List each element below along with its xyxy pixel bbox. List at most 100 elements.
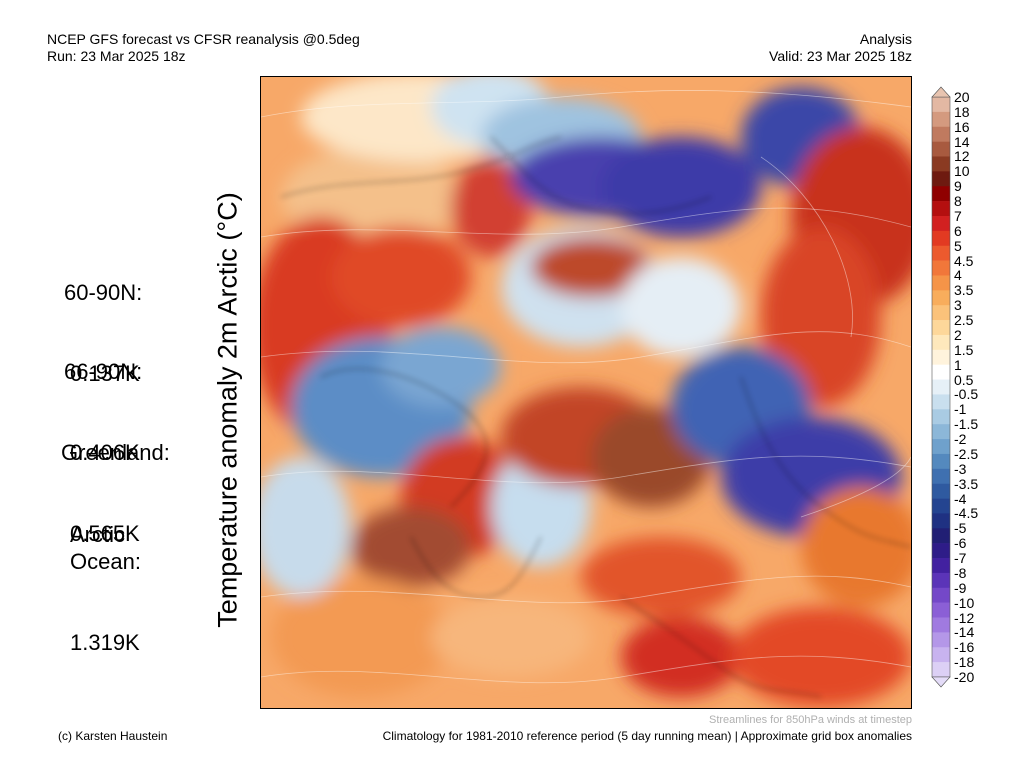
analysis-label: Analysis (859, 31, 912, 47)
colorbar-cell (932, 632, 950, 648)
stat-label: Arctic Ocean: (70, 522, 141, 574)
colorbar (931, 86, 951, 688)
colorbar-cell (932, 483, 950, 499)
colorbar-cell (932, 498, 950, 514)
colorbar-cell (932, 543, 950, 559)
stat-label: 66-90N: (64, 359, 143, 384)
stat-greenland: Greenland: 0.565K (61, 385, 170, 574)
colorbar-cell (932, 424, 950, 440)
streamlines (261, 90, 911, 684)
colorbar-tick-label: 12 (954, 148, 970, 165)
colorbar-cell (932, 572, 950, 589)
valid-time: Valid: 23 Mar 2025 18z (769, 48, 912, 64)
colorbar-tick-label: -1.5 (954, 416, 979, 433)
colorbar-tick-label: -3 (954, 460, 967, 477)
colorbar-cell (932, 558, 950, 574)
colorbar-tick-label: -6 (954, 535, 967, 552)
colorbar-tick-label: -7 (954, 550, 967, 567)
stat-arctic-ocean: Arctic Ocean: 1.319K (70, 467, 141, 683)
colorbar-cell (932, 111, 950, 128)
colorbar-tick-label: 14 (954, 133, 970, 150)
colorbar-cell (932, 334, 950, 351)
colorbar-cell (932, 126, 950, 142)
stat-label: 60-90N: (64, 280, 143, 305)
colorbar-tick-label: -2.5 (954, 445, 979, 462)
colorbar-cell (932, 662, 950, 678)
colorbar-tick-label: 6 (954, 222, 962, 239)
colorbar-tick-label: -9 (954, 579, 967, 596)
colorbar-cell (932, 260, 950, 276)
anomaly-map (260, 76, 912, 709)
stat-value: 0.565K (70, 521, 140, 546)
colorbar-tick-label: -5 (954, 520, 967, 537)
colorbar-cell (932, 230, 950, 247)
colorbar-tick-label: -20 (954, 669, 975, 685)
colorbar-cell (932, 617, 950, 633)
colorbar-cell (932, 156, 950, 172)
colorbar-cell (932, 587, 950, 603)
colorbar-cell (932, 602, 950, 618)
colorbar-tick-label: 0.5 (954, 371, 974, 388)
colorbar-tick-label: 18 (954, 103, 970, 120)
colorbar-cell (932, 186, 950, 202)
colorbar-bottom-arrow (931, 676, 951, 688)
colorbar-cell (932, 468, 950, 484)
climatology-note: Climatology for 1981-2010 reference peri… (382, 729, 912, 743)
colorbar-tick-label: 8 (954, 193, 962, 210)
colorbar-tick-label: -10 (954, 594, 975, 611)
colorbar-cell (932, 97, 950, 113)
colorbar-cell (932, 364, 950, 380)
colorbar-tick-label: 2 (954, 326, 962, 343)
colorbar-tick-label: -3.5 (954, 475, 979, 492)
colorbar-cell (932, 245, 950, 261)
stat-value: 0.137K (70, 361, 140, 386)
colorbar-cell (932, 439, 950, 455)
colorbar-cell (932, 409, 950, 425)
model-title: NCEP GFS forecast vs CFSR reanalysis @0.… (47, 31, 360, 47)
stat-60-90n: 60-90N: 0.137K (64, 225, 142, 414)
colorbar-tick-label: -4.5 (954, 505, 979, 522)
coastlines (280, 136, 911, 698)
colorbar-tick-label: 7 (954, 207, 962, 224)
colorbar-tick-label: 3.5 (954, 282, 974, 299)
colorbar-tick-label: 5 (954, 237, 962, 254)
colorbar-tick-label: 1.5 (954, 341, 974, 358)
colorbar-tick-label: -1 (954, 401, 967, 418)
anomaly-field (261, 77, 911, 707)
colorbar-tick-label: 9 (954, 178, 962, 195)
colorbar-cell (932, 141, 950, 157)
stat-value: 0.406K (70, 440, 140, 465)
colorbar-tick-label: 3 (954, 297, 962, 314)
stat-label: Greenland: (61, 440, 170, 465)
map-svg (261, 77, 911, 708)
header-right: Analysis Valid: 23 Mar 2025 18z (769, 31, 912, 65)
vertical-title: Temperature anomaly 2m Arctic (°C) (212, 192, 243, 628)
colorbar-tick-label: 16 (954, 118, 970, 135)
colorbar-top-arrow (931, 86, 951, 98)
colorbar-cell (932, 171, 950, 187)
colorbar-cell (932, 305, 950, 321)
colorbar-cell (932, 275, 950, 291)
colorbar-tick-label: -4 (954, 490, 967, 507)
colorbar-tick-label: 2.5 (954, 312, 974, 329)
colorbar-cell (932, 647, 950, 663)
colorbar-tick-label: 20 (954, 89, 970, 105)
stat-value: 1.319K (70, 630, 140, 655)
colorbar-cell (932, 528, 950, 544)
colorbar-cell (932, 379, 950, 395)
colorbar-tick-label: 4 (954, 267, 962, 284)
colorbar-cell (932, 349, 950, 365)
header-left: NCEP GFS forecast vs CFSR reanalysis @0.… (47, 31, 360, 65)
colorbar-tick-label: 1 (954, 356, 962, 373)
copyright: (c) Karsten Haustein (58, 729, 168, 743)
colorbar-tick-label: -14 (954, 624, 975, 641)
run-time: Run: 23 Mar 2025 18z (47, 48, 186, 64)
colorbar-tick-label: -12 (954, 609, 975, 626)
colorbar-cells (931, 96, 951, 678)
colorbar-cell (932, 513, 950, 529)
streamline-note: Streamlines for 850hPa winds at timestep (709, 714, 912, 726)
colorbar-cell (932, 215, 950, 232)
colorbar-cell (932, 453, 950, 470)
colorbar-cell (932, 290, 950, 306)
colorbar-tick-label: -8 (954, 564, 967, 581)
